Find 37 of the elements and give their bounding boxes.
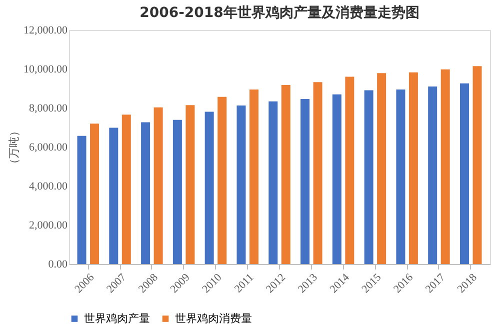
bar	[440, 69, 450, 264]
bar	[218, 96, 227, 264]
bar	[300, 99, 310, 264]
legend-label: 世界鸡肉消费量	[175, 312, 252, 325]
bar	[281, 84, 290, 264]
bar	[236, 105, 246, 264]
bar	[313, 82, 322, 264]
y-tick-label: 4,000.00	[29, 180, 68, 192]
bar	[472, 66, 482, 264]
bar	[428, 86, 438, 264]
bar	[204, 112, 214, 264]
y-tick-label: 12,000.00	[24, 24, 68, 36]
bar	[364, 90, 374, 264]
legend-label: 世界鸡肉产量	[84, 312, 150, 325]
bar	[172, 120, 182, 264]
y-tick-label: 0.00	[48, 258, 68, 270]
bar	[90, 124, 100, 264]
bar	[460, 83, 469, 264]
bar	[141, 122, 150, 264]
bar	[345, 76, 354, 264]
bar	[186, 105, 195, 264]
y-tick-label: 2,000.00	[29, 220, 68, 232]
bar	[122, 114, 131, 264]
y-tick-label: 8,000.00	[29, 102, 68, 114]
bar	[396, 89, 406, 264]
y-axis-title: （万吨）	[8, 126, 20, 170]
bar	[377, 73, 386, 264]
y-tick-label: 10,000.00	[24, 64, 68, 76]
bar	[109, 128, 118, 264]
bar	[77, 136, 86, 264]
bar	[408, 72, 418, 264]
bar	[332, 94, 342, 264]
chart-title: 2006-2018年世界鸡肉产量及消费量走势图	[140, 4, 420, 21]
bar	[249, 89, 258, 264]
y-tick-label: 6,000.00	[29, 142, 68, 154]
bar	[154, 107, 163, 264]
bar	[268, 101, 278, 264]
